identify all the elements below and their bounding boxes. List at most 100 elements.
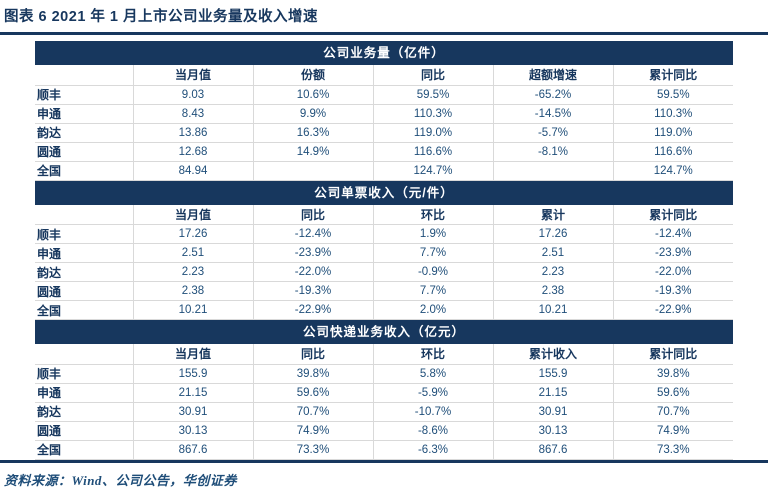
data-cell: -19.3% — [253, 281, 374, 301]
column-header: 累计同比 — [613, 204, 733, 225]
data-cell: -6.3% — [373, 440, 494, 460]
row-label: 全国 — [35, 440, 134, 460]
data-cell: 867.6 — [493, 440, 614, 460]
data-cell: 116.6% — [373, 142, 494, 162]
data-cell: 13.86 — [133, 123, 254, 143]
table-row: 申通 8.43 9.9% 110.3% -14.5% 110.3% — [35, 104, 733, 124]
column-header: 当月值 — [133, 65, 254, 86]
data-cell: 59.5% — [373, 85, 494, 105]
table-row: 申通 21.15 59.6% -5.9% 21.15 59.6% — [35, 383, 733, 403]
data-cell: -22.0% — [613, 262, 733, 282]
column-header: 同比 — [373, 65, 494, 86]
column-header: 超额增速 — [493, 65, 614, 86]
data-cell: 39.8% — [613, 364, 733, 384]
data-cell — [493, 161, 614, 181]
data-cell: 2.23 — [133, 262, 254, 282]
data-cell: 17.26 — [133, 224, 254, 244]
data-cell: 12.68 — [133, 142, 254, 162]
data-cell: -22.9% — [253, 300, 374, 320]
data-cell: 70.7% — [613, 402, 733, 422]
data-cell: 124.7% — [613, 161, 733, 181]
data-cell: 59.6% — [253, 383, 374, 403]
data-cell: 2.23 — [493, 262, 614, 282]
data-cell: 2.51 — [133, 243, 254, 263]
table-row: 顺丰 155.9 39.8% 5.8% 155.9 39.8% — [35, 364, 733, 384]
data-cell: 74.9% — [613, 421, 733, 441]
data-cell: 2.0% — [373, 300, 494, 320]
data-cell: 30.91 — [133, 402, 254, 422]
data-cell: -22.0% — [253, 262, 374, 282]
data-cell: 2.51 — [493, 243, 614, 263]
data-cell: -12.4% — [613, 224, 733, 244]
row-label: 顺丰 — [35, 224, 134, 244]
data-cell: -23.9% — [613, 243, 733, 263]
column-header — [35, 65, 134, 86]
data-cell: 7.7% — [373, 243, 494, 263]
column-header: 当月值 — [133, 204, 254, 225]
table-row: 申通 2.51 -23.9% 7.7% 2.51 -23.9% — [35, 243, 733, 263]
source-note: 资料来源：Wind、公司公告，华创证券 — [4, 472, 237, 488]
data-cell: -0.9% — [373, 262, 494, 282]
column-header: 累计收入 — [493, 344, 614, 365]
data-cell: -8.1% — [493, 142, 614, 162]
column-header: 累计同比 — [613, 344, 733, 365]
data-cell: 39.8% — [253, 364, 374, 384]
data-cell: -22.9% — [613, 300, 733, 320]
data-cell: -23.9% — [253, 243, 374, 263]
data-cell: 155.9 — [493, 364, 614, 384]
row-label: 圆通 — [35, 281, 134, 301]
data-cell — [253, 161, 374, 181]
data-cell: 30.13 — [133, 421, 254, 441]
data-cell: 10.6% — [253, 85, 374, 105]
data-cell: 5.8% — [373, 364, 494, 384]
table-row: 顺丰 9.03 10.6% 59.5% -65.2% 59.5% — [35, 85, 733, 105]
column-header: 当月值 — [133, 344, 254, 365]
column-header: 份额 — [253, 65, 374, 86]
data-cell: 155.9 — [133, 364, 254, 384]
data-cell: 59.6% — [613, 383, 733, 403]
data-table-1: 当月值 同比 环比 累计 累计同比 顺丰 17.26 -12.4% 1.9% 17.26 -12.4… — [35, 204, 733, 320]
row-label: 韵达 — [35, 402, 134, 422]
data-cell: 84.94 — [133, 161, 254, 181]
section-band-2: 公司快递业务收入（亿元） — [35, 320, 733, 344]
row-label: 申通 — [35, 104, 134, 124]
data-cell: 21.15 — [133, 383, 254, 403]
section-band-1: 公司单票收入（元/件） — [35, 180, 733, 205]
table-row: 全国 867.6 73.3% -6.3% 867.6 73.3% — [35, 440, 733, 460]
data-cell: -19.3% — [613, 281, 733, 301]
data-cell: 119.0% — [613, 123, 733, 143]
data-cell: 73.3% — [253, 440, 374, 460]
column-header: 环比 — [373, 344, 494, 365]
data-cell: 17.26 — [493, 224, 614, 244]
data-cell: 30.13 — [493, 421, 614, 441]
table-row: 全国 10.21 -22.9% 2.0% 10.21 -22.9% — [35, 300, 733, 320]
table-row: 圆通 30.13 74.9% -8.6% 30.13 74.9% — [35, 421, 733, 441]
data-cell: 2.38 — [493, 281, 614, 301]
data-cell: 124.7% — [373, 161, 494, 181]
data-cell: 2.38 — [133, 281, 254, 301]
row-label: 韵达 — [35, 262, 134, 282]
data-cell: 9.03 — [133, 85, 254, 105]
section-band-0: 公司业务量（亿件） — [35, 41, 733, 65]
data-cell: -5.7% — [493, 123, 614, 143]
bottom-rule — [0, 459, 768, 463]
data-cell: 30.91 — [493, 402, 614, 422]
data-cell: 8.43 — [133, 104, 254, 124]
data-cell: 59.5% — [613, 85, 733, 105]
row-label: 申通 — [35, 383, 134, 403]
column-header: 累计 — [493, 204, 614, 225]
row-label: 申通 — [35, 243, 134, 263]
data-cell: 70.7% — [253, 402, 374, 422]
data-cell: 74.9% — [253, 421, 374, 441]
data-cell: 10.21 — [133, 300, 254, 320]
column-header-row: 当月值 同比 环比 累计收入 累计同比 — [35, 344, 733, 365]
row-label: 全国 — [35, 300, 134, 320]
table-row: 圆通 12.68 14.9% 116.6% -8.1% 116.6% — [35, 142, 733, 162]
table-row: 全国 84.94 124.7% 124.7% — [35, 161, 733, 181]
page-title: 图表 6 2021 年 1 月上市公司业务量及收入增速 — [4, 9, 319, 25]
data-cell: -5.9% — [373, 383, 494, 403]
data-cell: -12.4% — [253, 224, 374, 244]
row-label: 圆通 — [35, 142, 134, 162]
data-cell: 14.9% — [253, 142, 374, 162]
data-table-0: 当月值 份额 同比 超额增速 累计同比 顺丰 9.03 10.6% 59.5% -65.2% 59.… — [35, 65, 733, 181]
